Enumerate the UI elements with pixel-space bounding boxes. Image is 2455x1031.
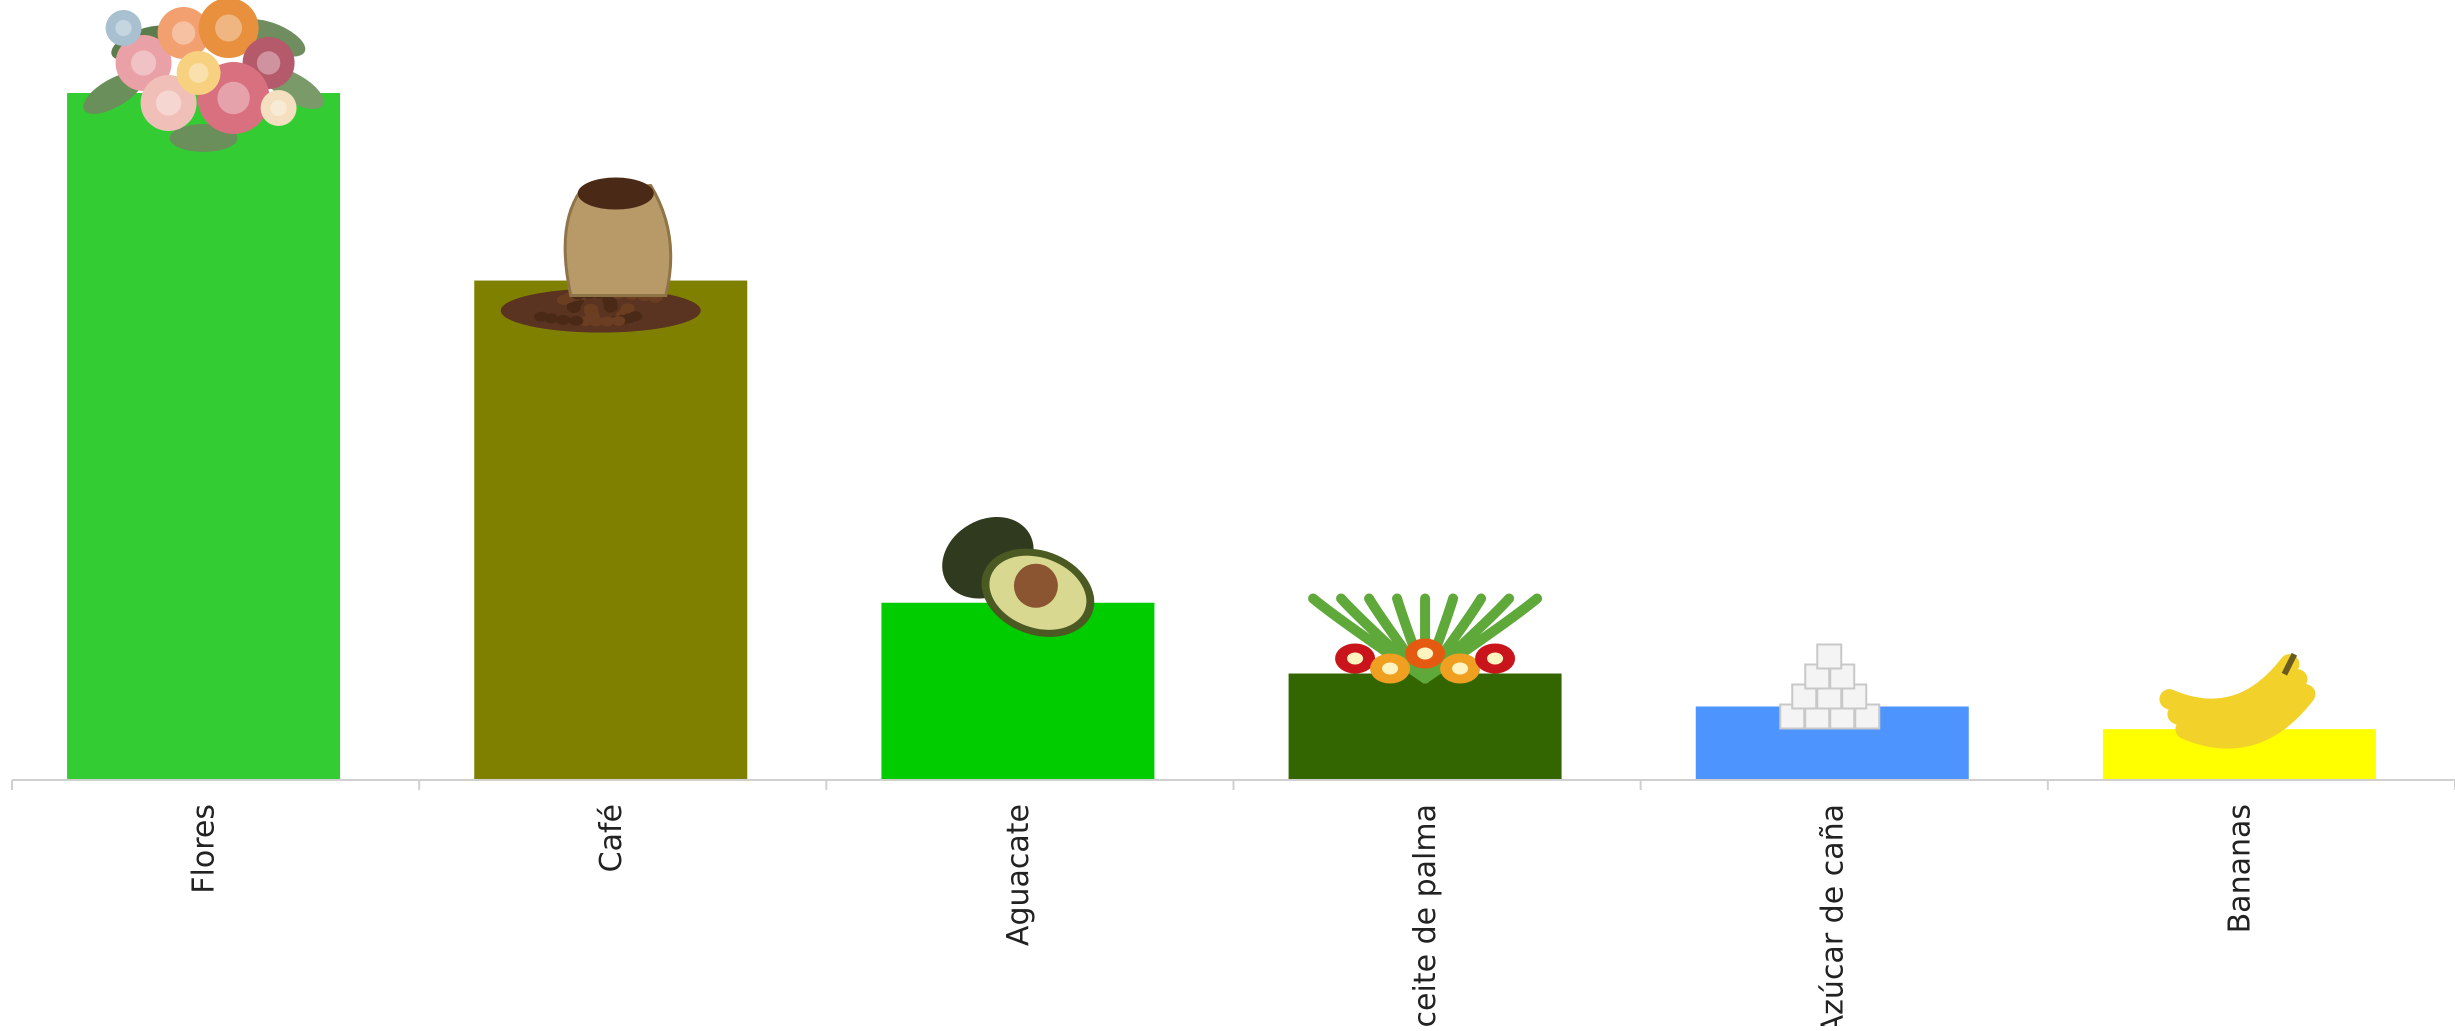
icons-layer <box>83 0 2316 749</box>
bar-cafe <box>474 280 748 780</box>
flower-bouquet-icon <box>83 0 324 152</box>
bar-aguacate <box>881 602 1155 780</box>
bar-flores <box>67 93 341 780</box>
bars-layer <box>67 93 2376 780</box>
sugar-cubes-icon <box>1779 643 1881 730</box>
banana-bunch-icon <box>2159 652 2316 749</box>
x-tick-label: Aguacate <box>1001 804 1036 946</box>
x-tick-label: Flores <box>187 804 222 894</box>
x-tick-label: Café <box>594 804 629 872</box>
avocado-icon <box>942 517 1095 637</box>
palm-fruit-icon <box>1308 593 1543 684</box>
x-tick-labels: Flores Café Aguacate Aceite de palma Azúcar … <box>187 804 2258 1031</box>
x-tick-label: Aceite de palma <box>1408 804 1443 1026</box>
x-tick-label: Azúcar de caña <box>1815 804 1850 1026</box>
x-axis <box>11 779 2455 790</box>
bar-aceite-de-palma <box>1288 673 1562 780</box>
x-tick-label: Bananas <box>2222 804 2257 933</box>
coffee-sack-icon <box>500 177 701 333</box>
